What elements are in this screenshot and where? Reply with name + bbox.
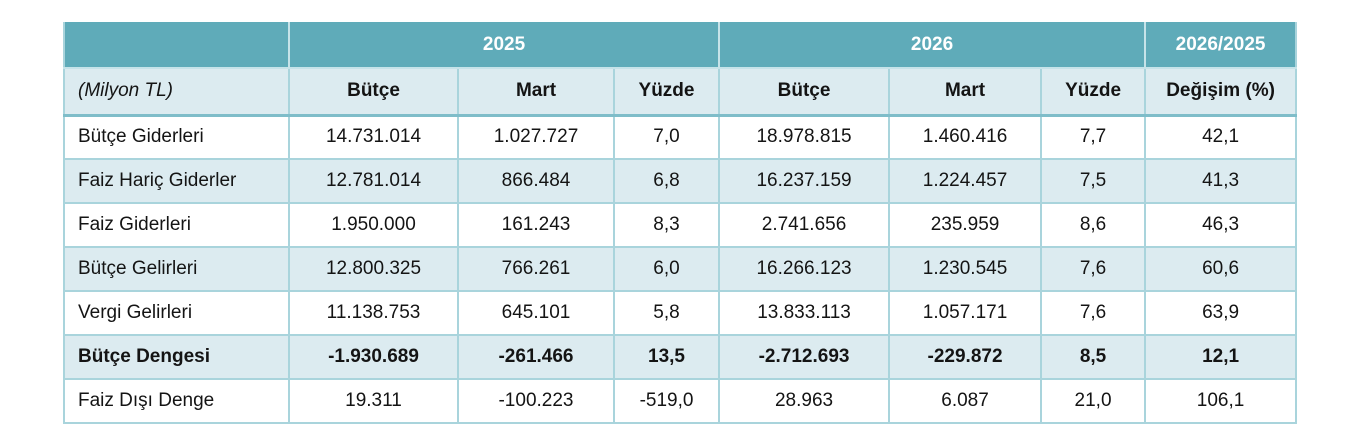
- value-cell: 8,6: [1040, 202, 1147, 248]
- table-row: Faiz Giderleri 1.950.000 161.243 8,3 2.741.6…: [63, 202, 1298, 248]
- row-label: Faiz Hariç Giderler: [63, 158, 290, 204]
- row-label: Vergi Gelirleri: [63, 290, 290, 336]
- value-cell: 28.963: [718, 378, 891, 424]
- row-label: Faiz Giderleri: [63, 202, 290, 248]
- unit-label-cell: (Milyon TL): [63, 67, 290, 117]
- row-label: Bütçe Giderleri: [63, 114, 290, 160]
- value-cell: 60,6: [1144, 246, 1298, 292]
- table-row: Bütçe Giderleri 14.731.014 1.027.727 7,0 18.…: [63, 114, 1298, 160]
- col-header-degisim: Değişim (%): [1144, 67, 1298, 117]
- value-cell: -519,0: [612, 378, 721, 424]
- value-cell: 19.311: [288, 378, 459, 424]
- value-cell: 18.978.815: [718, 114, 891, 160]
- value-cell: 1.027.727: [457, 114, 615, 160]
- value-cell: 14.731.014: [288, 114, 459, 160]
- value-cell: 21,0: [1040, 378, 1147, 424]
- value-cell: 2.741.656: [718, 202, 891, 248]
- row-label: Faiz Dışı Denge: [63, 378, 290, 424]
- value-cell: 7,5: [1040, 158, 1147, 204]
- value-cell: 6,8: [612, 158, 721, 204]
- year-2026-group-header: 2026: [718, 22, 1147, 69]
- value-cell: 41,3: [1144, 158, 1298, 204]
- col-header-mart-2026: Mart: [888, 67, 1043, 117]
- value-cell: -229.872: [888, 334, 1043, 380]
- col-header-butce-2026: Bütçe: [718, 67, 891, 117]
- value-cell: 46,3: [1144, 202, 1298, 248]
- column-header-row: (Milyon TL) Bütçe Mart Yüzde Bütçe Mart …: [63, 67, 1298, 117]
- table-row: Faiz Hariç Giderler 12.781.014 866.484 6,8 1…: [63, 158, 1298, 204]
- table-row: Bütçe Dengesi -1.930.689 -261.466 13,5 -2.71…: [63, 334, 1298, 380]
- value-cell: 16.266.123: [718, 246, 891, 292]
- value-cell: 8,5: [1040, 334, 1147, 380]
- value-cell: 7,6: [1040, 246, 1147, 292]
- table-body: Bütçe Giderleri 14.731.014 1.027.727 7,0 18.…: [63, 114, 1298, 424]
- value-cell: -261.466: [457, 334, 615, 380]
- value-cell: 12,1: [1144, 334, 1298, 380]
- value-cell: 7,7: [1040, 114, 1147, 160]
- row-label: Bütçe Dengesi: [63, 334, 290, 380]
- value-cell: 866.484: [457, 158, 615, 204]
- table-row: Faiz Dışı Denge 19.311 -100.223 -519,0 28.96…: [63, 378, 1298, 424]
- value-cell: 1.057.171: [888, 290, 1043, 336]
- value-cell: 106,1: [1144, 378, 1298, 424]
- value-cell: 6.087: [888, 378, 1043, 424]
- corner-blank-cell: [63, 22, 290, 69]
- value-cell: 645.101: [457, 290, 615, 336]
- value-cell: 766.261: [457, 246, 615, 292]
- col-header-yuzde-2026: Yüzde: [1040, 67, 1147, 117]
- table-header: 2025 2026 2026/2025 (Milyon TL) Bütçe Ma…: [63, 22, 1298, 117]
- col-header-mart-2025: Mart: [457, 67, 615, 117]
- value-cell: 12.800.325: [288, 246, 459, 292]
- year-2025-group-header: 2025: [287, 22, 721, 69]
- col-header-yuzde-2025: Yüzde: [612, 67, 721, 117]
- table-row: Vergi Gelirleri 11.138.753 645.101 5,8 13.83…: [63, 290, 1298, 336]
- value-cell: 16.237.159: [718, 158, 891, 204]
- row-label: Bütçe Gelirleri: [63, 246, 290, 292]
- budget-comparison-table: 2025 2026 2026/2025 (Milyon TL) Bütçe Ma…: [63, 22, 1298, 424]
- value-cell: -2.712.693: [718, 334, 891, 380]
- value-cell: 12.781.014: [288, 158, 459, 204]
- value-cell: 7,0: [612, 114, 721, 160]
- value-cell: 6,0: [612, 246, 721, 292]
- value-cell: 5,8: [612, 290, 721, 336]
- value-cell: 1.230.545: [888, 246, 1043, 292]
- value-cell: 7,6: [1040, 290, 1147, 336]
- value-cell: -100.223: [457, 378, 615, 424]
- value-cell: -1.930.689: [288, 334, 459, 380]
- year-group-header-row: 2025 2026 2026/2025: [63, 22, 1298, 69]
- value-cell: 13.833.113: [718, 290, 891, 336]
- table-row: Bütçe Gelirleri 12.800.325 766.261 6,0 16.26…: [63, 246, 1298, 292]
- col-header-butce-2025: Bütçe: [288, 67, 459, 117]
- value-cell: 1.224.457: [888, 158, 1043, 204]
- value-cell: 235.959: [888, 202, 1043, 248]
- value-cell: 1.460.416: [888, 114, 1043, 160]
- value-cell: 1.950.000: [288, 202, 459, 248]
- value-cell: 11.138.753: [288, 290, 459, 336]
- value-cell: 161.243: [457, 202, 615, 248]
- ratio-group-header: 2026/2025: [1144, 22, 1298, 69]
- value-cell: 63,9: [1144, 290, 1298, 336]
- value-cell: 13,5: [612, 334, 721, 380]
- value-cell: 42,1: [1144, 114, 1298, 160]
- value-cell: 8,3: [612, 202, 721, 248]
